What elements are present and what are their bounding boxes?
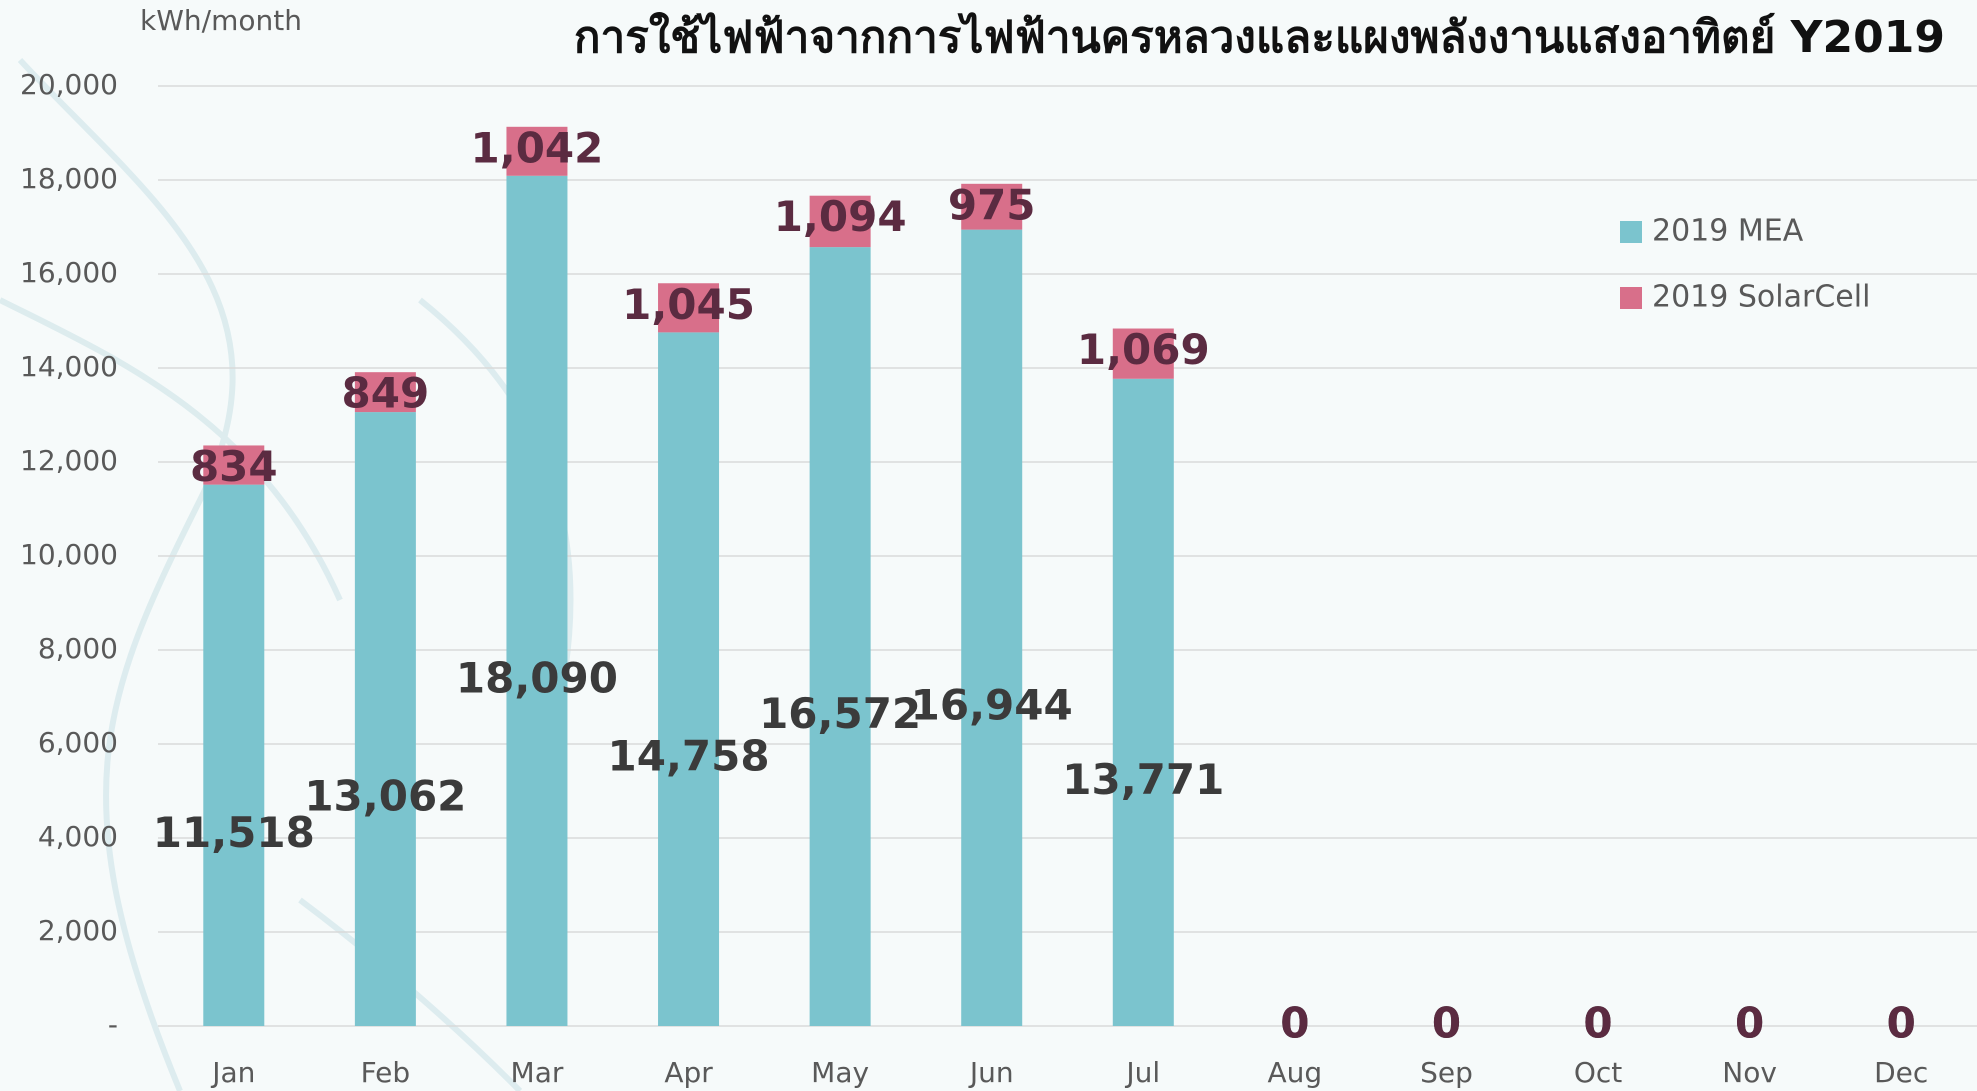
- value-label: 14,758: [608, 732, 770, 781]
- legend-label: 2019 SolarCell: [1652, 280, 1870, 315]
- y-tick-label: 16,000: [20, 256, 118, 289]
- value-label: 849: [342, 369, 430, 418]
- legend-swatch: [1620, 221, 1642, 243]
- bar-segment: [961, 230, 1022, 1026]
- bar-segment: [1113, 379, 1174, 1026]
- value-label: 0: [1887, 999, 1916, 1048]
- value-label: 16,944: [911, 680, 1073, 729]
- x-tick-label: Dec: [1874, 1056, 1928, 1089]
- y-tick-label: 20,000: [20, 68, 118, 101]
- x-tick-label: Oct: [1574, 1056, 1622, 1089]
- y-tick-label: 4,000: [38, 820, 118, 853]
- x-tick-label: Nov: [1722, 1056, 1777, 1089]
- value-label: 1,069: [1077, 325, 1210, 374]
- bar-segment: [506, 176, 567, 1026]
- x-tick-label: Apr: [664, 1056, 713, 1089]
- value-label: 18,090: [456, 653, 618, 702]
- value-label: 0: [1735, 999, 1764, 1048]
- value-label: 11,518: [153, 808, 315, 857]
- x-tick-label: Jul: [1124, 1056, 1160, 1089]
- x-tick-label: Mar: [511, 1056, 564, 1089]
- y-tick-label: 12,000: [20, 444, 118, 477]
- x-tick-label: Sep: [1420, 1056, 1473, 1089]
- value-label: 834: [190, 442, 278, 491]
- bar-segment: [355, 412, 416, 1026]
- y-tick-label: 14,000: [20, 350, 118, 383]
- chart-title: การใช้ไฟฟ้าจากการไฟฟ้านครหลวงและแผงพลังง…: [574, 11, 1945, 63]
- x-tick-label: May: [811, 1056, 869, 1089]
- x-tick-label: Feb: [361, 1056, 411, 1089]
- value-label: 1,045: [622, 280, 755, 329]
- value-label: 1,042: [471, 123, 604, 172]
- x-tick-label: Jan: [210, 1056, 255, 1089]
- bar-segment: [658, 332, 719, 1026]
- value-label: 0: [1432, 999, 1461, 1048]
- value-label: 0: [1280, 999, 1309, 1048]
- value-label: 1,094: [774, 192, 907, 241]
- bar-segment: [810, 247, 871, 1026]
- x-tick-label: Jun: [968, 1056, 1014, 1089]
- y-tick-label: 2,000: [38, 914, 118, 947]
- y-tick-label: 8,000: [38, 632, 118, 665]
- value-label: 13,771: [1062, 755, 1224, 804]
- y-tick-label: 10,000: [20, 538, 118, 571]
- x-tick-label: Aug: [1268, 1056, 1323, 1089]
- legend-swatch: [1620, 287, 1642, 309]
- value-label: 16,572: [759, 689, 921, 738]
- y-axis-label: kWh/month: [140, 4, 302, 37]
- chart: kWh/month การใช้ไฟฟ้าจากการไฟฟ้านครหลวงแ…: [0, 0, 1977, 1091]
- y-tick-label: 18,000: [20, 162, 118, 195]
- bar-segment: [203, 485, 264, 1026]
- value-label: 975: [948, 180, 1036, 229]
- value-label: 13,062: [304, 772, 466, 821]
- legend-label: 2019 MEA: [1652, 214, 1804, 249]
- y-tick-label: 6,000: [38, 726, 118, 759]
- y-tick-label: -: [108, 1008, 118, 1041]
- value-label: 0: [1583, 999, 1612, 1048]
